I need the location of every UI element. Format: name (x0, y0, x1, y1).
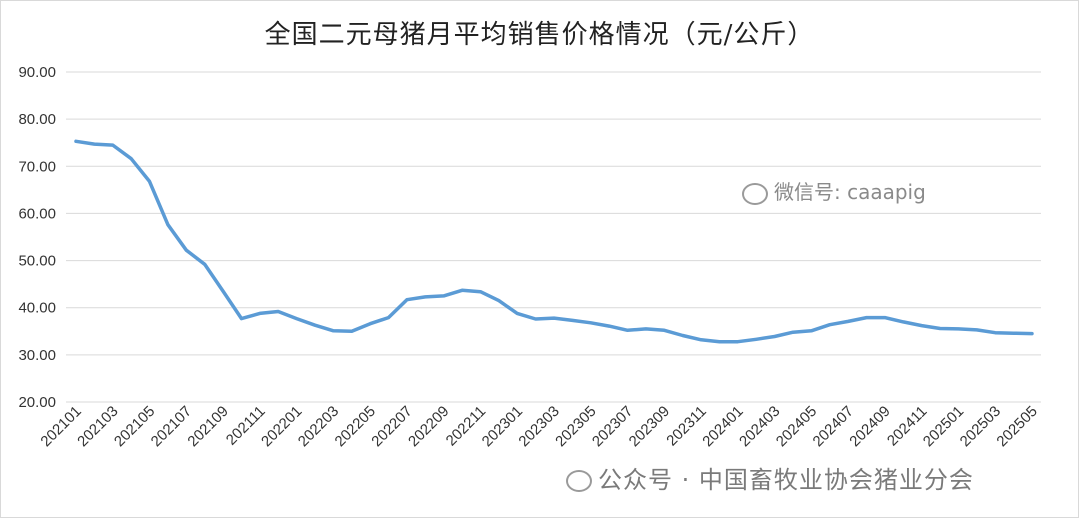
y-tick-label: 20.00 (18, 394, 56, 411)
wechat-watermark: 微信号: caaapig (742, 176, 926, 205)
y-tick-label: 70.00 (18, 158, 56, 175)
wechat-watermark-text: 微信号: caaapig (774, 180, 926, 204)
y-tick-label: 30.00 (18, 347, 56, 364)
y-tick-label: 60.00 (18, 205, 56, 222)
gridlines (66, 71, 1041, 403)
source-watermark: 公众号 · 中国畜牧业协会猪业分会 (566, 460, 974, 495)
x-tick-label: 202409 (846, 403, 893, 450)
x-tick-label: 202109 (184, 403, 231, 450)
x-tick-label: 202309 (626, 403, 673, 450)
series-line (74, 139, 1034, 344)
y-tick-label: 90.00 (18, 64, 56, 81)
x-tick-label: 202505 (993, 403, 1040, 450)
wechat-icon (566, 470, 592, 492)
wechat-icon (742, 182, 768, 205)
y-tick-label: 40.00 (18, 300, 56, 317)
source-watermark-text: 公众号 · 中国畜牧业协会猪业分会 (598, 466, 974, 494)
chart-title: 全国二元母猪月平均销售价格情况（元/公斤） (264, 20, 815, 50)
y-tick-label: 80.00 (18, 111, 56, 128)
series-layer (74, 139, 1034, 344)
y-axis: 20.00 30.00 40.00 50.00 60.00 70.00 80.00 90.00 (18, 64, 56, 411)
y-tick-label: 50.00 (18, 253, 56, 270)
x-axis: 2021012021032021052021072021092021112022… (37, 403, 1040, 450)
x-tick-label: 202209 (405, 403, 452, 450)
